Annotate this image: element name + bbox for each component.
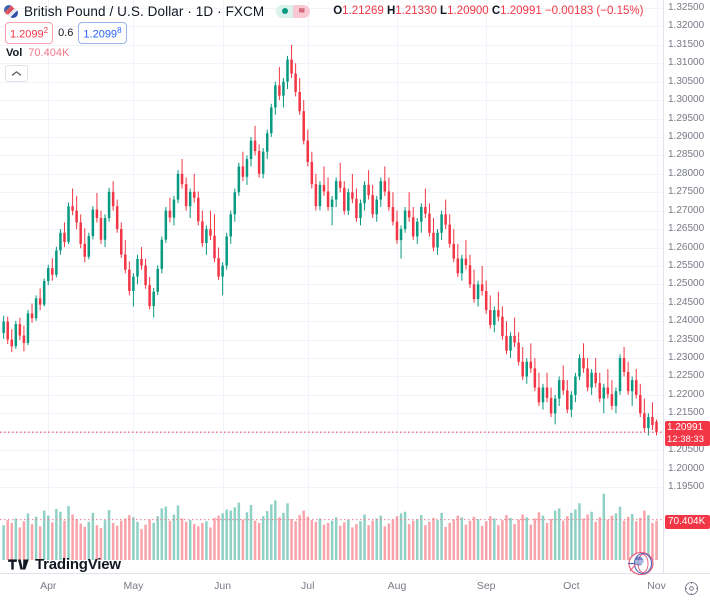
price-tick-label: 1.20000 [668, 462, 705, 474]
time-tick-label: Apr [40, 580, 57, 592]
price-axis[interactable]: 1.32500 1.32000 1.31500 1.31000 1.30500 1.300… [663, 0, 710, 573]
price-tick-label: 1.27000 [668, 204, 705, 216]
time-tick-label: Jun [214, 580, 232, 592]
price-tick-label: 1.31000 [668, 57, 705, 69]
price-tick-label: 1.27500 [668, 186, 705, 198]
price-tick-label: 1.25500 [668, 259, 705, 271]
time-tick-label: Sep [476, 580, 496, 592]
price-tick-label: 1.29000 [668, 130, 705, 142]
price-tick-label: 1.30000 [668, 94, 705, 106]
time-tick-label: Oct [563, 580, 580, 592]
price-tick-label: 1.32000 [668, 20, 705, 32]
price-tick-label: 1.20500 [668, 444, 705, 456]
price-tick-label: 1.29500 [668, 112, 705, 124]
price-tick-label: 1.28500 [668, 149, 705, 161]
price-tick-label: 1.25000 [668, 278, 705, 290]
tradingview-logo[interactable]: TradingView [8, 556, 121, 573]
time-tick-label: Jul [301, 580, 315, 592]
price-tick-label: 1.22500 [668, 370, 705, 382]
time-axis[interactable]: Apr May Jun Jul Aug Sep Oct Nov [0, 573, 710, 600]
current-price-value: 1.20991 [667, 422, 704, 434]
price-tick-label: 1.23500 [668, 333, 705, 345]
volume-badge[interactable]: 70.404K [665, 514, 710, 529]
chart-plot-area[interactable] [0, 0, 663, 573]
chevron-up-icon [11, 70, 22, 77]
current-price-time: 12:38:33 [667, 433, 704, 445]
time-tick-label: Nov [647, 580, 666, 592]
price-tick-label: 1.21500 [668, 407, 705, 419]
tradingview-logo-text: TradingView [35, 556, 121, 573]
gear-icon[interactable] [684, 581, 699, 596]
price-tick-label: 1.19500 [668, 481, 705, 492]
time-tick-label: May [123, 580, 144, 592]
price-tick-label: 1.28000 [668, 167, 705, 179]
price-tick-label: 1.31500 [668, 38, 705, 50]
price-tick-label: 1.30500 [668, 75, 705, 87]
price-tick-label: 1.24000 [668, 315, 705, 327]
tradingview-mark-icon [8, 558, 30, 571]
price-tick-label: 1.23000 [668, 352, 705, 364]
candlestick-svg [0, 0, 663, 560]
current-price-badge[interactable]: 1.20991 12:38:33 [665, 421, 710, 447]
price-tick-label: 1.22000 [668, 388, 705, 400]
price-tick-label: 1.26000 [668, 241, 705, 253]
fxcm-watermark-icon [622, 551, 660, 576]
time-tick-label: Aug [387, 580, 407, 592]
price-tick-label: 1.26500 [668, 223, 705, 235]
price-tick-label: 1.24500 [668, 296, 705, 308]
collapse-pane-button[interactable] [5, 65, 28, 82]
price-tick-label: 1.32500 [668, 2, 705, 13]
